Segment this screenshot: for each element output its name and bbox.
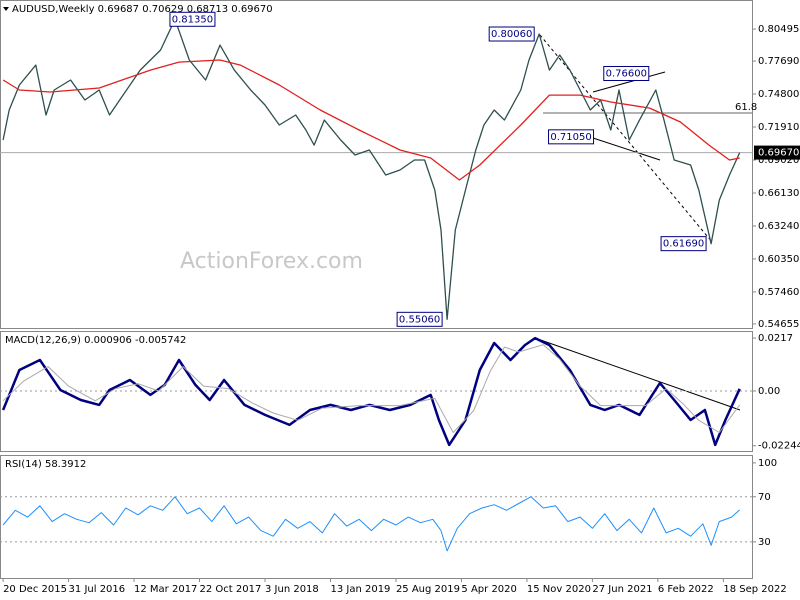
y-tick-label: 0.63240 xyxy=(758,221,799,232)
panel-title: MACD(12,26,9) 0.000906 -0.005742 xyxy=(5,335,186,346)
fib-label: 61.8 xyxy=(735,102,757,113)
y-tick-label: 0.71910 xyxy=(758,122,799,133)
price-label-box xyxy=(488,26,535,42)
x-tick-label: 15 Nov 2020 xyxy=(527,584,591,595)
current-price-box xyxy=(754,145,800,160)
y-tick-label: 0.60350 xyxy=(758,254,799,265)
x-tick-label: 13 Jan 2019 xyxy=(330,584,390,595)
watermark: ActionForex.com xyxy=(180,249,363,274)
price-label-box xyxy=(603,65,650,81)
series-line xyxy=(2,18,741,320)
series-line xyxy=(2,59,740,181)
panel-title: AUDUSD,Weekly 0.69687 0.70629 0.68713 0.… xyxy=(12,4,273,15)
trend-lines xyxy=(534,34,752,411)
y-tick-label: 0.0217 xyxy=(758,333,793,344)
x-tick-label: 27 Jun 2021 xyxy=(592,584,652,595)
price-label-box xyxy=(396,311,443,327)
price-label: 0.55060 xyxy=(399,314,440,325)
y-tick-label: 0.74800 xyxy=(758,89,799,100)
x-tick-label: 22 Oct 2017 xyxy=(200,584,262,595)
price-label: 0.76600 xyxy=(606,68,647,79)
price-label: 0.61690 xyxy=(663,239,704,250)
y-tick-label: 0.66130 xyxy=(758,188,799,199)
title-icon xyxy=(3,7,9,11)
y-tick-label: 70 xyxy=(758,492,771,503)
y-tick-label: 0.57460 xyxy=(758,287,799,298)
price-label: 0.80060 xyxy=(491,29,532,40)
price-label: 0.81350 xyxy=(172,14,213,25)
x-tick-label: 3 Jun 2018 xyxy=(265,584,319,595)
y-tick-label: 0.80495 xyxy=(758,24,799,35)
x-tick-label: 5 Apr 2020 xyxy=(461,584,516,595)
y-tick-label: 30 xyxy=(758,537,771,548)
price-label-box xyxy=(660,236,707,252)
x-tick-label: 31 Jul 2016 xyxy=(69,584,126,595)
panel-title: RSI(14) 58.3912 xyxy=(5,459,86,470)
series-line xyxy=(2,496,741,552)
series-line xyxy=(2,344,741,433)
x-tick-label: 12 Mar 2017 xyxy=(134,584,197,595)
y-tick-label: 0.77690 xyxy=(758,56,799,67)
price-label: 0.71050 xyxy=(550,132,591,143)
y-tick-label: 0.54655 xyxy=(758,319,799,330)
y-tick-label: 0.69020 xyxy=(758,155,799,166)
x-tick-label: 6 Feb 2022 xyxy=(658,584,714,595)
x-tick-label: 25 Aug 2019 xyxy=(396,584,460,595)
price-label-box xyxy=(169,11,216,27)
x-tick-label: 18 Sep 2022 xyxy=(723,584,786,595)
y-tick-label: 100 xyxy=(758,458,777,469)
y-tick-label: -0.022445 xyxy=(758,441,800,452)
x-tick-label: 20 Dec 2015 xyxy=(3,584,67,595)
series-line xyxy=(1,336,741,447)
current-price-label: 0.69670 xyxy=(758,148,799,159)
y-tick-label: 0.00 xyxy=(758,386,780,397)
price-label-box xyxy=(548,129,595,145)
